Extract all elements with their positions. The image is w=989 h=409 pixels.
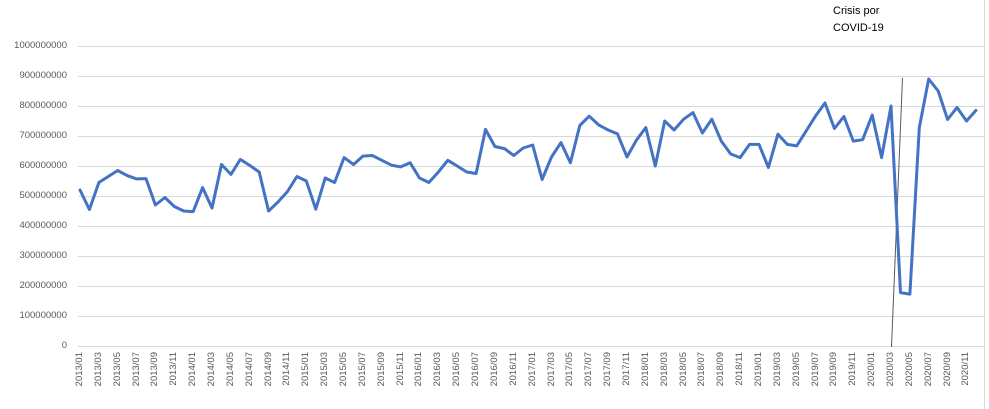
annotation-covid: Crisis por COVID-19 — [833, 3, 884, 37]
y-tick-label: 100000000 — [19, 310, 67, 321]
gridline — [78, 286, 984, 287]
y-tick-label: 1000000000 — [14, 40, 67, 51]
gridline — [78, 106, 984, 107]
gridline — [78, 46, 984, 47]
gridline — [78, 226, 984, 227]
y-tick-label: 900000000 — [19, 70, 67, 81]
data-line-series — [78, 77, 978, 296]
y-tick-label: 200000000 — [19, 280, 67, 291]
gridline — [78, 196, 984, 197]
y-tick-label: 500000000 — [19, 190, 67, 201]
gridline — [78, 256, 984, 257]
gridline — [78, 136, 984, 137]
chart-border — [984, 0, 985, 409]
gridline — [78, 76, 984, 77]
y-tick-label: 400000000 — [19, 220, 67, 231]
gridline — [78, 166, 984, 167]
gridline — [78, 346, 984, 347]
y-tick-label: 700000000 — [19, 130, 67, 141]
annotation-line-2: COVID-19 — [833, 22, 884, 34]
gridline — [78, 316, 984, 317]
y-tick-label: 600000000 — [19, 160, 67, 171]
y-tick-label: 300000000 — [19, 250, 67, 261]
y-tick-label: 800000000 — [19, 100, 67, 111]
y-tick-label: 0 — [61, 340, 67, 351]
annotation-line-1: Crisis por — [833, 5, 880, 17]
